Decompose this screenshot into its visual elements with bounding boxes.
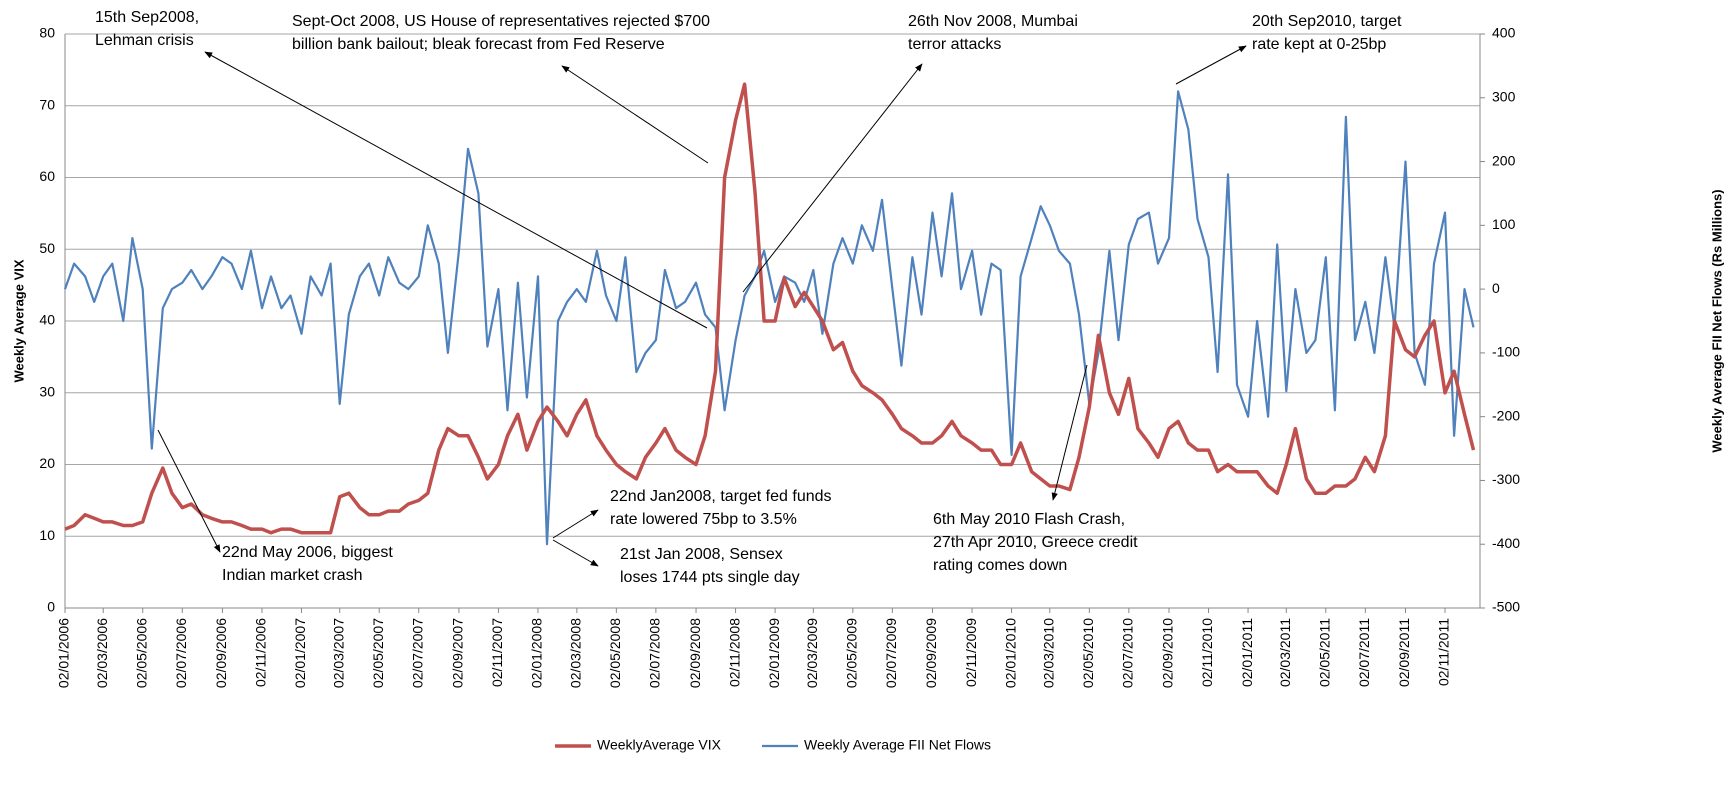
x-tick-label: 02/11/2009 xyxy=(963,618,979,687)
y-tick-label: 20 xyxy=(39,455,55,471)
x-tick-label: 02/09/2009 xyxy=(923,618,939,688)
x-tick-label: 02/07/2007 xyxy=(409,618,425,688)
annotation-arrow xyxy=(552,539,599,567)
y-tick-label: 0 xyxy=(47,599,55,615)
y2-tick-label: 0 xyxy=(1492,280,1500,296)
y2-axis-label: Weekly Average FII Net Flows (Rs Million… xyxy=(1709,189,1724,452)
annotation-arrow xyxy=(552,509,599,539)
x-tick-label: 02/01/2011 xyxy=(1239,618,1255,687)
x-tick-label: 02/09/2011 xyxy=(1396,618,1412,687)
x-tick-label: 02/01/2006 xyxy=(56,618,72,688)
x-tick-label: 02/01/2007 xyxy=(292,618,308,688)
legend-label: WeeklyAverage VIX xyxy=(597,737,722,753)
annotation-text: 26th Nov 2008, Mumbai xyxy=(908,13,1078,30)
y2-tick-label: -200 xyxy=(1492,407,1520,423)
annotation-text: billion bank bailout; bleak forecast fro… xyxy=(292,36,665,53)
y2-tick-label: -400 xyxy=(1492,535,1520,551)
annotation-text: 20th Sep2010, target xyxy=(1252,13,1402,30)
x-tick-label: 02/01/2009 xyxy=(766,618,782,688)
annotation-arrow xyxy=(1051,364,1088,501)
x-tick-label: 02/07/2010 xyxy=(1120,618,1136,688)
x-tick-label: 02/09/2010 xyxy=(1160,618,1176,688)
annotation-arrow xyxy=(204,51,708,329)
y2-tick-label: 200 xyxy=(1492,152,1516,168)
y2-tick-label: 300 xyxy=(1492,88,1516,104)
x-tick-label: 02/07/2011 xyxy=(1356,618,1372,687)
x-tick-label: 02/11/2010 xyxy=(1199,618,1215,687)
x-tick-label: 02/03/2011 xyxy=(1277,618,1293,687)
annotation-text: rating comes down xyxy=(933,557,1067,574)
annotation-text: 22nd Jan2008, target fed funds xyxy=(610,488,832,505)
y-axis-label: Weekly Average VIX xyxy=(11,259,26,382)
x-tick-label: 02/11/2008 xyxy=(726,618,742,687)
annotation-text: terror attacks xyxy=(908,36,1001,53)
y-tick-label: 10 xyxy=(39,527,55,543)
y2-tick-label: 100 xyxy=(1492,216,1516,232)
x-tick-label: 02/03/2010 xyxy=(1041,618,1057,688)
x-tick-label: 02/05/2010 xyxy=(1080,618,1096,688)
x-tick-label: 02/09/2006 xyxy=(213,618,229,688)
x-tick-label: 02/05/2008 xyxy=(607,618,623,688)
y2-tick-label: 400 xyxy=(1492,25,1516,41)
x-tick-label: 02/05/2009 xyxy=(844,618,860,688)
y-tick-label: 60 xyxy=(39,168,55,184)
x-tick-label: 02/03/2009 xyxy=(804,618,820,688)
annotation-text: 22nd May 2006, biggest xyxy=(222,544,393,561)
x-tick-label: 02/05/2006 xyxy=(133,618,149,688)
annotation-text: rate kept at 0-25bp xyxy=(1252,36,1386,53)
x-tick-label: 02/03/2008 xyxy=(568,618,584,688)
x-tick-label: 02/03/2006 xyxy=(94,618,110,688)
annotation-arrow xyxy=(1175,45,1247,85)
y-tick-label: 50 xyxy=(39,240,55,256)
x-tick-label: 02/09/2008 xyxy=(687,618,703,688)
legend-label: Weekly Average FII Net Flows xyxy=(804,737,991,753)
y-tick-label: 70 xyxy=(39,96,55,112)
series-line xyxy=(63,90,1475,546)
annotation-text: Lehman crisis xyxy=(95,32,194,49)
x-tick-label: 02/07/2006 xyxy=(173,618,189,688)
series-line xyxy=(64,82,1476,535)
x-tick-label: 02/11/2006 xyxy=(253,618,269,687)
x-tick-label: 02/03/2007 xyxy=(330,618,346,688)
x-tick-label: 02/01/2008 xyxy=(529,618,545,688)
x-tick-label: 02/09/2007 xyxy=(450,618,466,688)
annotation-text: Indian market crash xyxy=(222,567,363,584)
x-tick-label: 02/07/2008 xyxy=(647,618,663,688)
x-tick-label: 02/01/2010 xyxy=(1002,618,1018,688)
x-tick-label: 02/11/2007 xyxy=(489,618,505,687)
annotation-arrow xyxy=(742,63,923,293)
annotation-arrow xyxy=(157,429,221,553)
annotation-text: 15th Sep2008, xyxy=(95,9,199,26)
x-tick-label: 02/05/2011 xyxy=(1317,618,1333,687)
y-tick-label: 40 xyxy=(39,312,55,328)
y2-tick-label: -300 xyxy=(1492,471,1520,487)
annotation-text: loses 1744 pts single day xyxy=(620,569,800,586)
annotation-text: 6th May 2010 Flash Crash, xyxy=(933,511,1125,528)
y-tick-label: 30 xyxy=(39,383,55,399)
y2-tick-label: -100 xyxy=(1492,344,1520,360)
x-tick-label: 02/11/2011 xyxy=(1436,618,1452,686)
annotation-text: Sept-Oct 2008, US House of representativ… xyxy=(292,13,710,30)
y-tick-label: 80 xyxy=(39,25,55,41)
annotation-text: rate lowered 75bp to 3.5% xyxy=(610,511,797,528)
annotation-arrow xyxy=(561,65,709,164)
y2-tick-label: -500 xyxy=(1492,599,1520,615)
x-tick-label: 02/07/2009 xyxy=(883,618,899,688)
annotation-text: 21st Jan 2008, Sensex xyxy=(620,546,783,563)
x-tick-label: 02/05/2007 xyxy=(370,618,386,688)
annotation-text: 27th Apr 2010, Greece credit xyxy=(933,534,1138,551)
